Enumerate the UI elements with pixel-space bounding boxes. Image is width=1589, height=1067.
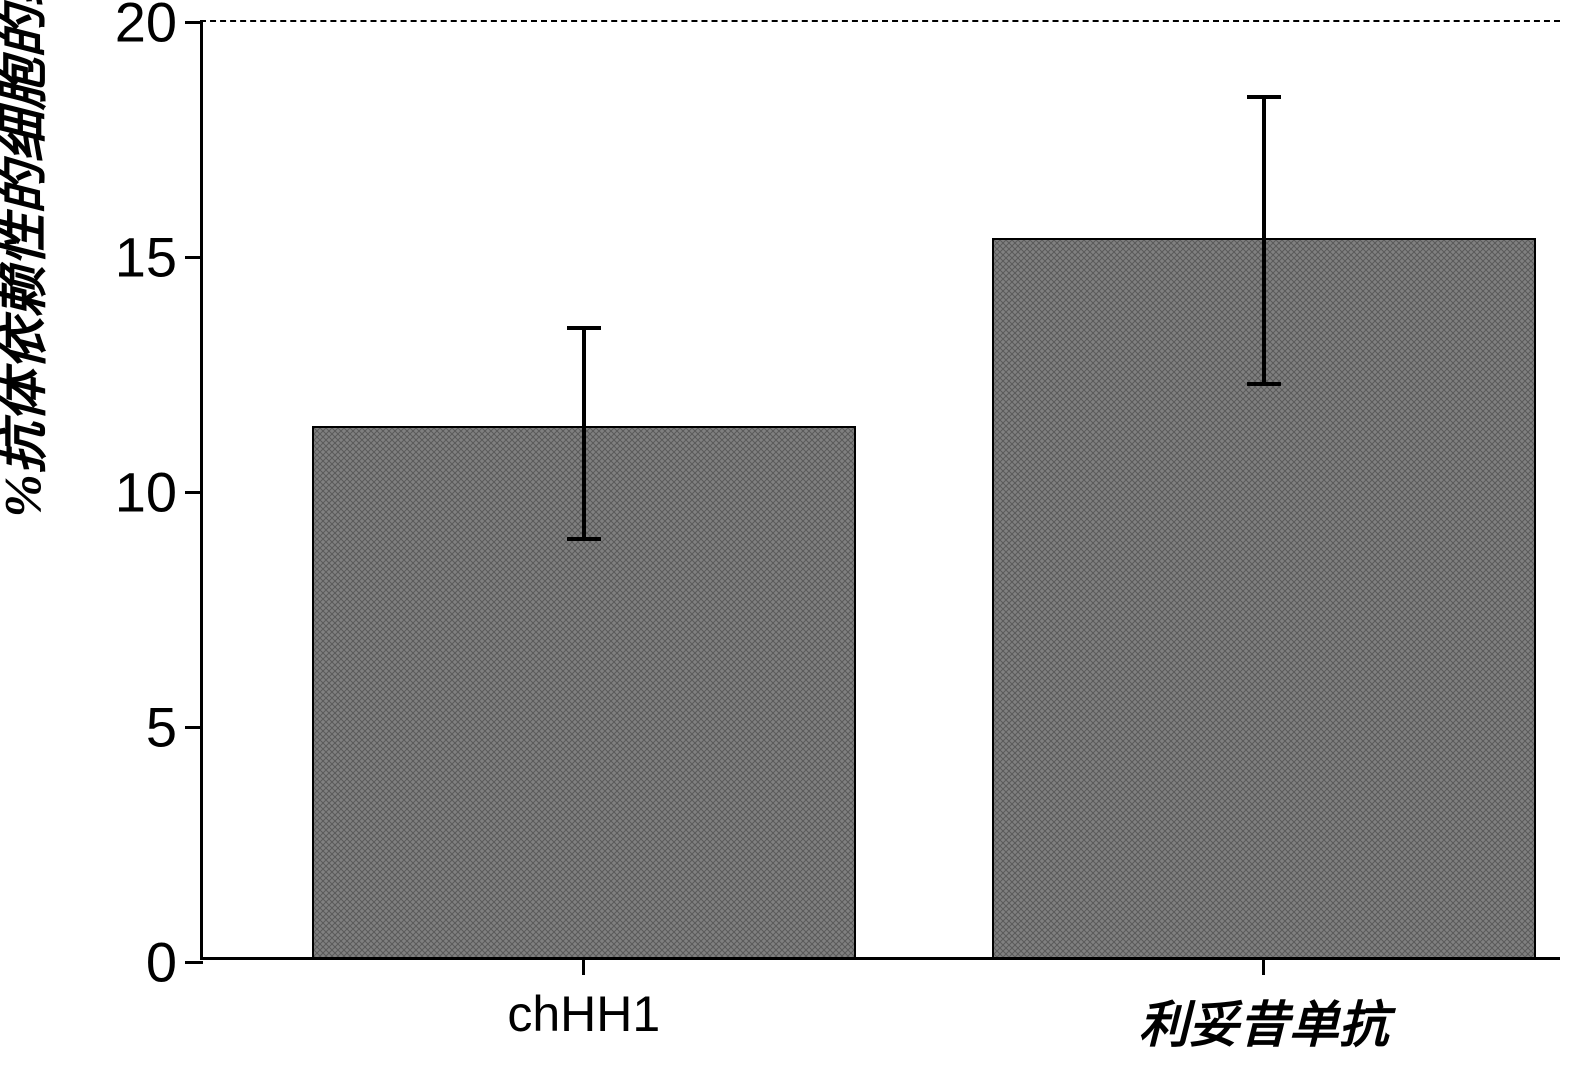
y-tick <box>185 256 203 259</box>
error-bar <box>1262 97 1266 384</box>
y-tick <box>185 961 203 964</box>
y-tick <box>185 491 203 494</box>
x-tick <box>582 957 585 975</box>
y-tick-label: 5 <box>146 695 177 760</box>
y-axis-label: %抗体依赖性的细胞的细胞毒性 <box>0 0 56 518</box>
x-tick-label: 利妥昔单抗 <box>1139 985 1389 1057</box>
error-bar <box>582 328 586 540</box>
y-tick <box>185 21 203 24</box>
x-tick <box>1262 957 1265 975</box>
x-tick-label: chHH1 <box>507 985 660 1043</box>
bar-chart: %抗体依赖性的细胞的细胞毒性 05101520 chHH1 利妥昔单抗 <box>0 0 1589 1067</box>
y-tick-label: 10 <box>115 460 177 525</box>
error-bar-cap <box>1247 382 1281 386</box>
error-bar-cap <box>1247 95 1281 99</box>
y-tick-label: 0 <box>146 930 177 995</box>
error-bar-cap <box>567 326 601 330</box>
y-tick <box>185 726 203 729</box>
y-tick-label: 20 <box>115 0 177 55</box>
y-tick-label: 15 <box>115 225 177 290</box>
plot-area: 05101520 chHH1 利妥昔单抗 <box>200 20 1560 960</box>
error-bar-cap <box>567 537 601 541</box>
